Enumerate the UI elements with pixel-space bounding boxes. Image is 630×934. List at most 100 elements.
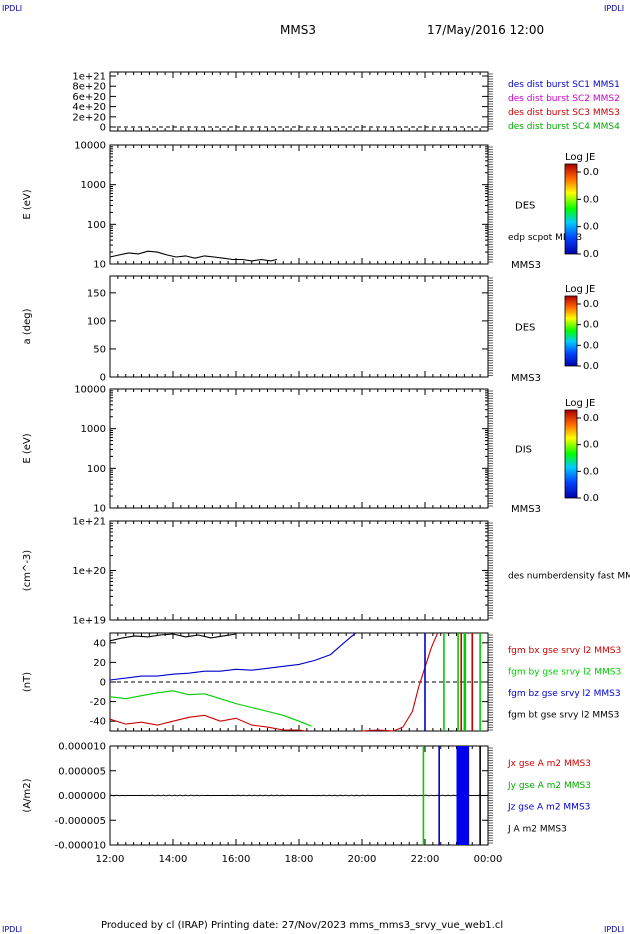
y-tick-label: 20 <box>93 658 106 669</box>
colorbar-title: Log JE <box>565 284 595 295</box>
colorbar: Log JE 0.0 0.0 0.0 0.0 <box>564 284 599 372</box>
y-tick-label: 0 <box>100 678 106 689</box>
colorbar-value: 0.0 <box>583 222 599 233</box>
panel-des-energy: 10000 1000 100 10 E (eV) DES MMS3 edp scpot MMS… <box>22 141 582 272</box>
y-axis-label: (nT) <box>22 672 33 692</box>
y-tick-label: 1e+21 <box>72 72 106 83</box>
colorbar: Log JE 0.0 0.0 0.0 0.0 <box>564 398 599 504</box>
time-tick-label: 00:00 <box>474 854 503 865</box>
legend-entry: des dist burst SC2 MMS2 <box>508 94 620 104</box>
legend-entry: Jy gse A m2 MMS3 <box>507 781 591 791</box>
colorbar: Log JE 0.0 0.0 0.0 0.0 <box>564 152 599 260</box>
y-axis-label: (A/m2) <box>22 778 33 812</box>
panel-frame <box>109 144 489 265</box>
unit-label: MMS3 <box>511 504 541 515</box>
legend-entry: fgm bz gse srvy l2 MMS3 <box>508 689 621 699</box>
side-label: DES <box>515 323 535 334</box>
corner-label-top-left: IPDLI <box>2 4 22 13</box>
y-tick-label: 10000 <box>74 141 106 152</box>
corner-label-top-right: IPDLI <box>604 4 624 13</box>
series-line <box>109 632 357 681</box>
panel-frame <box>109 275 489 378</box>
y-tick-label: 1e+21 <box>72 517 106 528</box>
y-tick-label: 150 <box>87 288 106 299</box>
y-tick-label: 0.000010 <box>58 742 106 753</box>
y-tick-label: 50 <box>93 344 106 355</box>
y-tick-label: 0 <box>100 373 106 384</box>
side-label: DES <box>515 201 535 212</box>
y-tick-label: -20 <box>90 697 106 708</box>
panel-dis-energy: 10000 1000 100 10 E (eV) DIS MMS3 <box>22 385 541 516</box>
y-tick-label: 100 <box>87 220 106 231</box>
legend-entry: fgm bx gse srvy l2 MMS3 <box>508 646 621 656</box>
y-tick-label: 0 <box>100 123 106 134</box>
legend-entry: des dist burst SC3 MMS3 <box>508 108 620 118</box>
colorbar-value: 0.0 <box>583 413 599 424</box>
series-line <box>109 250 278 262</box>
time-tick-label: 20:00 <box>348 854 377 865</box>
y-axis-label: E (eV) <box>22 189 33 219</box>
y-tick-label: 1000 <box>81 180 106 191</box>
legend-entry: des dist burst SC1 MMS1 <box>508 80 620 90</box>
colorbar-gradient <box>564 295 578 367</box>
panel-current-density: 0.000010 0.000005 0.000000 -0.000005 -0.0000… <box>22 742 591 852</box>
colorbar-title: Log JE <box>565 152 595 163</box>
colorbar-value: 0.0 <box>583 466 599 477</box>
colorbar-value: 0.0 <box>583 340 599 351</box>
plot-date: 17/May/2016 12:00 <box>427 23 544 37</box>
colorbar-value: 0.0 <box>583 320 599 331</box>
y-tick-label: -40 <box>90 717 106 728</box>
legend-entry: J A m2 MMS3 <box>507 824 567 834</box>
y-tick-label: 100 <box>87 464 106 475</box>
y-axis-label: E (eV) <box>22 433 33 463</box>
panel-density: 1e+21 1e+20 1e+19 (cm^-3) des numberdensity … <box>22 517 630 627</box>
time-tick-label: 12:00 <box>96 854 125 865</box>
y-tick-label: 40 <box>93 638 106 649</box>
legend-entry: fgm bt gse srvy l2 MMS3 <box>508 711 619 721</box>
time-tick-label: 18:00 <box>285 854 314 865</box>
colorbar-gradient <box>564 409 578 499</box>
colorbar-title: Log JE <box>565 398 595 409</box>
panel-des-pitch: 150 100 50 0 a (deg) DES MMS3 <box>22 275 541 384</box>
panel-frame <box>109 520 489 621</box>
series-line <box>109 714 306 732</box>
time-tick-label: 16:00 <box>222 854 251 865</box>
y-tick-label: 6e+20 <box>72 92 106 103</box>
colorbar-value: 0.0 <box>583 493 599 504</box>
spacecraft-title: MMS3 <box>280 23 316 37</box>
panel-frame <box>109 388 489 509</box>
legend-entry: fgm by gse srvy l2 MMS3 <box>508 668 621 678</box>
colorbar-value: 0.0 <box>583 167 599 178</box>
legend-entry: Jz gse A m2 MMS3 <box>507 803 590 813</box>
y-tick-label: 4e+20 <box>72 102 106 113</box>
colorbar-value: 0.0 <box>583 299 599 310</box>
unit-label: MMS3 <box>511 260 541 271</box>
colorbar-value: 0.0 <box>583 361 599 372</box>
y-tick-label: 1e+20 <box>72 566 106 577</box>
colorbar-value: 0.0 <box>583 440 599 451</box>
overlay-label: edp scpot MMS3 <box>508 233 582 243</box>
colorbar-value: 0.0 <box>583 249 599 260</box>
y-axis-label: (cm^-3) <box>22 550 33 591</box>
current-block <box>456 746 470 845</box>
y-tick-label: 1e+19 <box>72 616 106 627</box>
y-tick-label: 1000 <box>81 424 106 435</box>
y-tick-label: -0.000005 <box>55 816 106 827</box>
corner-label-bottom-right: IPDLI <box>604 925 624 934</box>
y-tick-label: -0.000010 <box>55 841 106 852</box>
time-tick-label: 22:00 <box>411 854 440 865</box>
footer-credits: Produced by cl (IRAP) Printing date: 27/… <box>101 920 503 931</box>
panel-magnetic-field: 40 20 0 -20 -40 (nT) fgm bx gse srvy l2 MMS3 fg… <box>22 632 621 732</box>
time-tick-label: 14:00 <box>159 854 188 865</box>
y-tick-label: 10000 <box>74 385 106 396</box>
legend-entry: des numberdensity fast MMS3 <box>508 572 630 582</box>
panel-frame <box>109 71 489 132</box>
colorbar-gradient <box>564 163 578 255</box>
y-tick-label: 10 <box>93 260 106 271</box>
series-line <box>361 632 439 732</box>
unit-label: MMS3 <box>511 373 541 384</box>
